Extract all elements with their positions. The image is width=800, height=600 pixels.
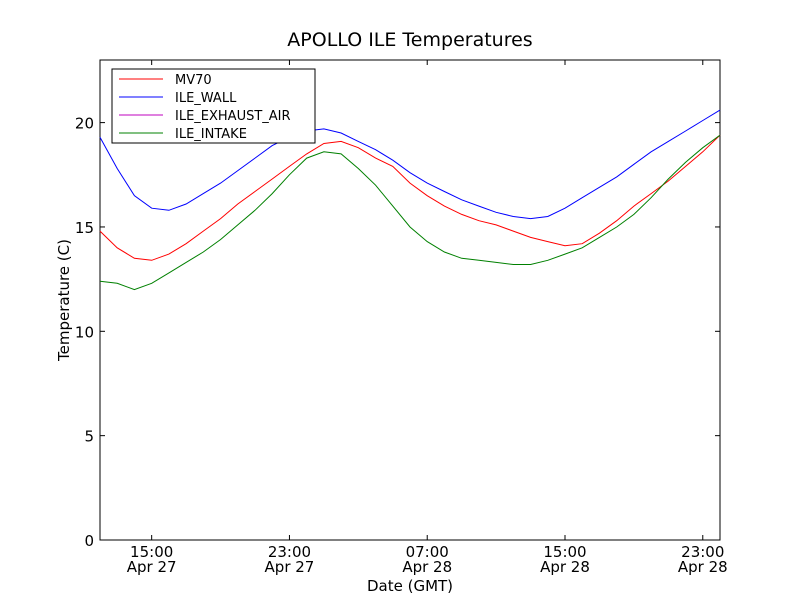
x-tick-label-date: Apr 27	[127, 558, 177, 576]
y-tick-label: 15	[75, 219, 94, 237]
x-axis-label: Date (GMT)	[367, 577, 453, 595]
y-tick-label: 0	[84, 532, 94, 550]
legend-label: ILE_EXHAUST_AIR	[175, 109, 291, 124]
x-tick-label-time: 23:00	[268, 543, 311, 561]
legend-items: MV70 ILE_WALL ILE_EXHAUST_AIR ILE_INTAKE	[119, 73, 291, 142]
legend-label: ILE_WALL	[175, 91, 237, 106]
series-line-ile-wall	[99, 109, 721, 220]
x-tick-label-date: Apr 28	[540, 558, 590, 576]
legend-label: ILE_INTAKE	[175, 127, 247, 142]
x-tick-label-date: Apr 27	[265, 558, 315, 576]
legend-label: MV70	[175, 73, 212, 88]
x-tick-label-date: Apr 28	[402, 558, 452, 576]
x-tick-label-date: Apr 28	[678, 558, 728, 576]
series-line-ile-intake	[99, 134, 721, 291]
chart-title: APOLLO ILE Temperatures	[287, 29, 532, 51]
x-tick-label-time: 23:00	[681, 543, 724, 561]
y-axis: 0 5 10 15 20	[75, 115, 720, 550]
x-tick-label-time: 07:00	[406, 543, 449, 561]
y-tick-label: 10	[75, 323, 94, 341]
y-axis-label: Temperature (C)	[55, 239, 73, 362]
x-tick-label-time: 15:00	[543, 543, 586, 561]
legend: MV70 ILE_WALL ILE_EXHAUST_AIR ILE_INTAKE	[111, 68, 316, 144]
y-tick-label: 5	[84, 428, 94, 446]
legend-box	[111, 68, 316, 144]
y-tick-label: 20	[75, 115, 94, 133]
x-tick-label-time: 15:00	[130, 543, 173, 561]
series-layer	[99, 109, 721, 291]
series-line-mv70	[99, 134, 721, 261]
